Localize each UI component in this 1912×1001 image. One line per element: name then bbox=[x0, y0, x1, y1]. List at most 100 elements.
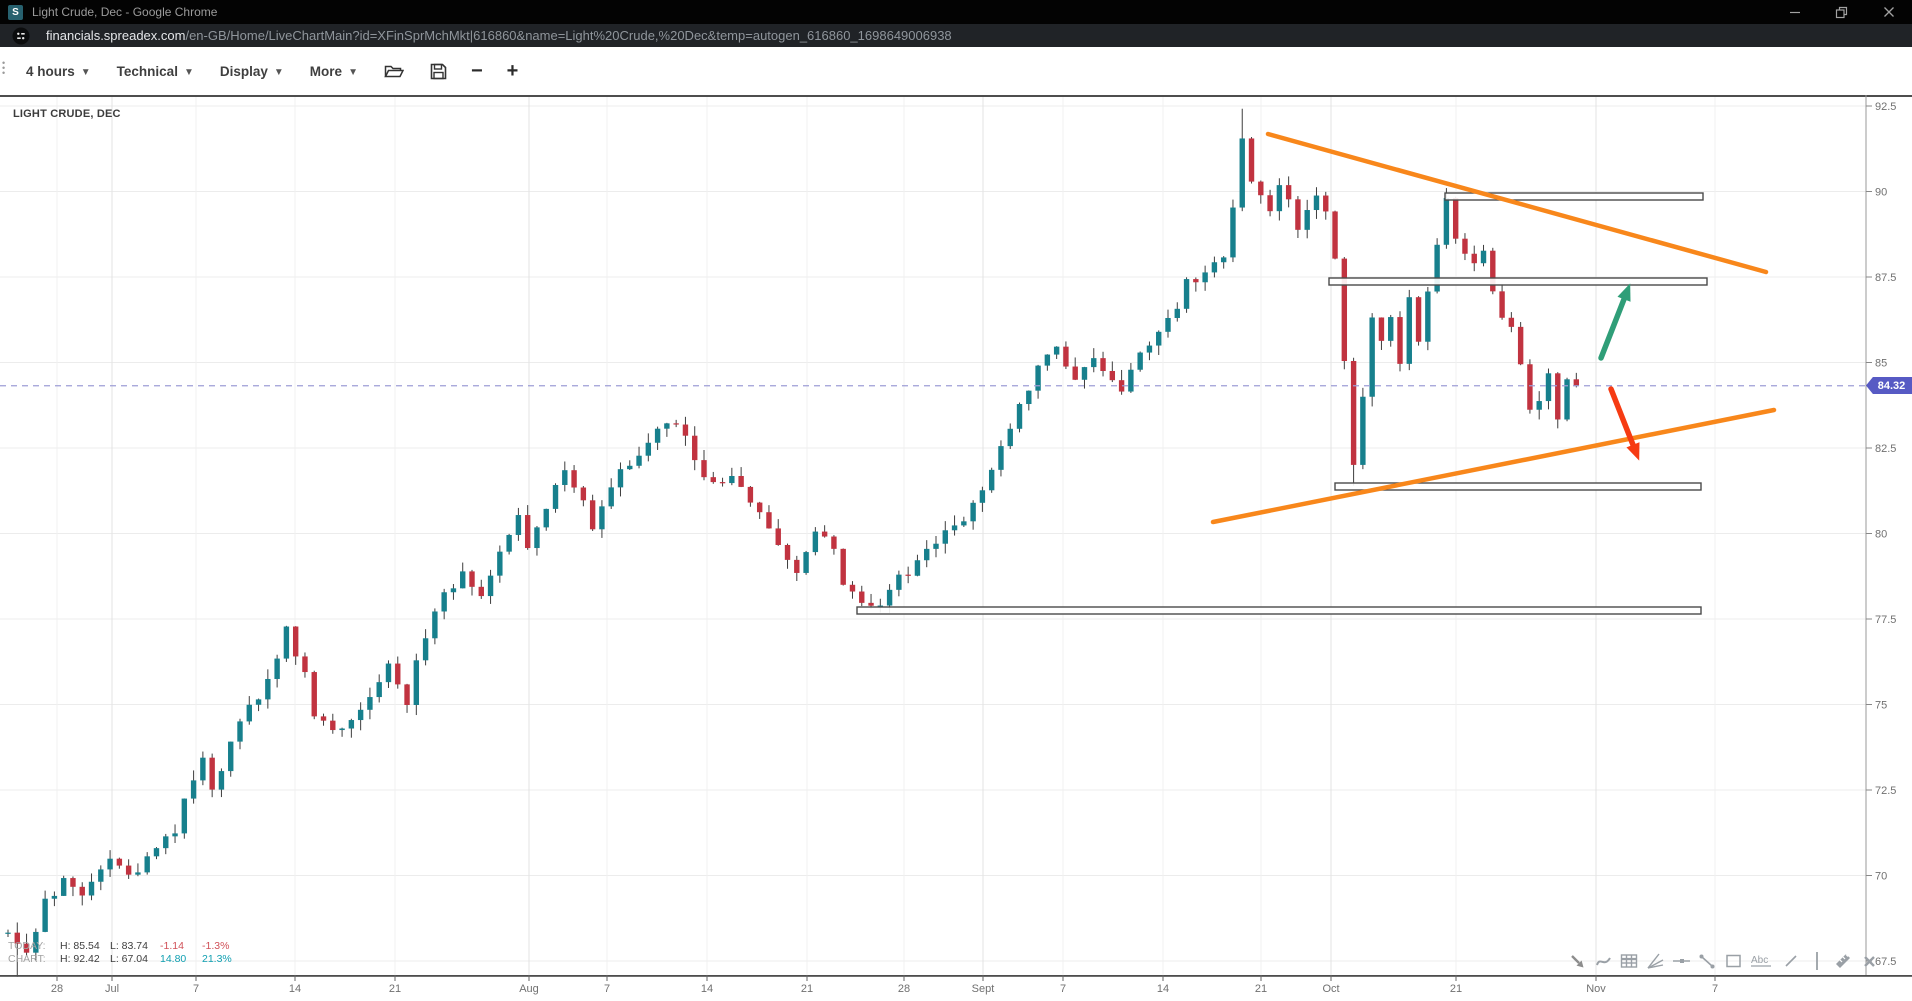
technical-dropdown[interactable]: Technical ▼ bbox=[117, 64, 194, 79]
price-stats: TODAY: H: 85.54 L: 83.74 -1.14 -1.3% CHART: H… bbox=[8, 940, 244, 966]
display-dropdown[interactable]: Display ▼ bbox=[220, 64, 284, 79]
fan-lines-icon bbox=[1647, 953, 1664, 969]
zoom-out-button[interactable]: − bbox=[470, 60, 483, 82]
chart-label: CHART: bbox=[8, 953, 46, 965]
spreadex-app-icon: S bbox=[8, 4, 23, 20]
vertical-line-icon bbox=[1816, 952, 1818, 970]
today-change: -1.14 bbox=[160, 940, 184, 952]
svg-text:Nov: Nov bbox=[1586, 983, 1606, 995]
horizontal-line-icon bbox=[1673, 959, 1690, 963]
svg-text:80: 80 bbox=[1875, 529, 1887, 541]
text-abc-icon: Abc bbox=[1751, 955, 1771, 967]
display-label: Display bbox=[219, 63, 268, 79]
today-high: H: 85.54 bbox=[60, 940, 100, 952]
close-button[interactable] bbox=[1865, 0, 1912, 24]
today-change-pct: -1.3% bbox=[202, 940, 230, 952]
url-text[interactable]: financials.spreadex.com/en-GB/Home/LiveC… bbox=[46, 28, 952, 43]
svg-text:Oct: Oct bbox=[1322, 983, 1339, 995]
minimize-icon bbox=[1789, 11, 1800, 14]
technical-label: Technical bbox=[116, 63, 178, 79]
more-dropdown[interactable]: More ▼ bbox=[310, 64, 358, 79]
rectangle-tool[interactable] bbox=[1724, 952, 1742, 970]
grid-tool[interactable] bbox=[1620, 952, 1638, 970]
svg-text:7: 7 bbox=[193, 983, 199, 995]
svg-text:85: 85 bbox=[1875, 358, 1887, 370]
chart-high: H: 92.42 bbox=[60, 953, 100, 965]
timeframe-dropdown[interactable]: 4 hours ▼ bbox=[26, 64, 91, 79]
curve-line-icon bbox=[1595, 956, 1611, 965]
more-label: More bbox=[309, 63, 343, 79]
chevron-down-icon: ▼ bbox=[80, 66, 91, 78]
svg-text:90: 90 bbox=[1875, 187, 1887, 199]
chevron-down-icon: ▼ bbox=[273, 66, 284, 78]
save-icon bbox=[430, 63, 447, 79]
chart-change: 14.80 bbox=[160, 953, 187, 965]
restore-button[interactable] bbox=[1818, 0, 1865, 24]
close-icon bbox=[1883, 7, 1894, 17]
open-chart-button[interactable] bbox=[384, 63, 404, 80]
trend-line-tool[interactable] bbox=[1698, 952, 1716, 970]
cursor-arrow-icon bbox=[1570, 954, 1583, 967]
svg-text:72.5: 72.5 bbox=[1875, 785, 1896, 797]
drag-handle-dots: • • • bbox=[2, 58, 6, 78]
fan-lines-tool[interactable] bbox=[1646, 952, 1664, 970]
ruler-tool[interactable] bbox=[1834, 952, 1852, 970]
chart-canvas[interactable]: 92.5 90 87.5 85 82.5 80 77.5 75 72.5 70 67.5 28 Jul 7… bbox=[0, 95, 1912, 1001]
timeframe-label: 4 hours bbox=[26, 63, 75, 79]
svg-text:67.5: 67.5 bbox=[1875, 956, 1896, 968]
symbol-label: LIGHT CRUDE, DEC bbox=[13, 108, 121, 120]
chart-area: 92.5 90 87.5 85 82.5 80 77.5 75 72.5 70 67.5 28 Jul 7… bbox=[0, 95, 1912, 1001]
text-tool[interactable]: Abc bbox=[1750, 952, 1774, 970]
svg-text:92.5: 92.5 bbox=[1875, 101, 1896, 113]
site-info-icon[interactable] bbox=[12, 27, 30, 45]
svg-text:Aug: Aug bbox=[519, 983, 539, 995]
chevron-down-icon: ▼ bbox=[183, 66, 194, 78]
chevron-down-icon: ▼ bbox=[348, 66, 358, 78]
svg-text:87.5: 87.5 bbox=[1875, 272, 1896, 284]
url-path: /en-GB/Home/LiveChartMain?id=XFinSprMchM… bbox=[185, 28, 952, 43]
svg-text:28: 28 bbox=[51, 983, 63, 995]
svg-text:21: 21 bbox=[1450, 983, 1462, 995]
url-bar: financials.spreadex.com/en-GB/Home/LiveC… bbox=[0, 24, 1912, 47]
grid-table-icon bbox=[1620, 954, 1638, 968]
close-x-icon bbox=[1863, 955, 1875, 967]
save-chart-button[interactable] bbox=[430, 63, 447, 80]
vertical-line-tool[interactable] bbox=[1808, 952, 1826, 970]
diagonal-line-icon bbox=[1785, 955, 1797, 967]
svg-text:21: 21 bbox=[801, 983, 813, 995]
rectangle-icon bbox=[1725, 954, 1741, 968]
svg-text:Abc: Abc bbox=[1751, 955, 1768, 966]
chart-change-pct: 21.3% bbox=[202, 953, 232, 965]
drawing-toolbar: Abc bbox=[1568, 949, 1878, 973]
chart-toolbar: • • • 4 hours ▼ Technical ▼ Display ▼ More… bbox=[0, 47, 1912, 95]
ruler-icon bbox=[1836, 954, 1850, 968]
url-domain: financials.spreadex.com bbox=[46, 28, 186, 43]
svg-text:7: 7 bbox=[1060, 983, 1066, 995]
line-tool[interactable] bbox=[1782, 952, 1800, 970]
svg-text:77.5: 77.5 bbox=[1875, 614, 1896, 626]
stats-chart-row: CHART: H: 92.42 L: 67.04 14.80 21.3% bbox=[8, 953, 244, 965]
svg-text:21: 21 bbox=[1255, 983, 1267, 995]
today-label: TODAY: bbox=[8, 940, 46, 952]
svg-text:7: 7 bbox=[1712, 983, 1718, 995]
minimize-button[interactable] bbox=[1771, 0, 1818, 24]
svg-text:14: 14 bbox=[289, 983, 301, 995]
svg-text:Sept: Sept bbox=[972, 983, 995, 995]
svg-text:21: 21 bbox=[389, 983, 401, 995]
window-title: Light Crude, Dec - Google Chrome bbox=[32, 5, 218, 19]
svg-text:70: 70 bbox=[1875, 871, 1887, 883]
curve-tool[interactable] bbox=[1594, 952, 1612, 970]
svg-text:28: 28 bbox=[898, 983, 910, 995]
zoom-in-button[interactable]: + bbox=[506, 60, 519, 82]
svg-text:75: 75 bbox=[1875, 700, 1887, 712]
delete-tool[interactable] bbox=[1860, 952, 1878, 970]
horizontal-line-tool[interactable] bbox=[1672, 952, 1690, 970]
trend-line-icon bbox=[1699, 954, 1715, 968]
chart-low: L: 67.04 bbox=[110, 953, 148, 965]
svg-text:7: 7 bbox=[604, 983, 610, 995]
svg-text:14: 14 bbox=[701, 983, 713, 995]
svg-text:14: 14 bbox=[1157, 983, 1169, 995]
pointer-tool[interactable] bbox=[1568, 952, 1586, 970]
stats-today-row: TODAY: H: 85.54 L: 83.74 -1.14 -1.3% bbox=[8, 940, 244, 952]
svg-text:Jul: Jul bbox=[105, 983, 119, 995]
